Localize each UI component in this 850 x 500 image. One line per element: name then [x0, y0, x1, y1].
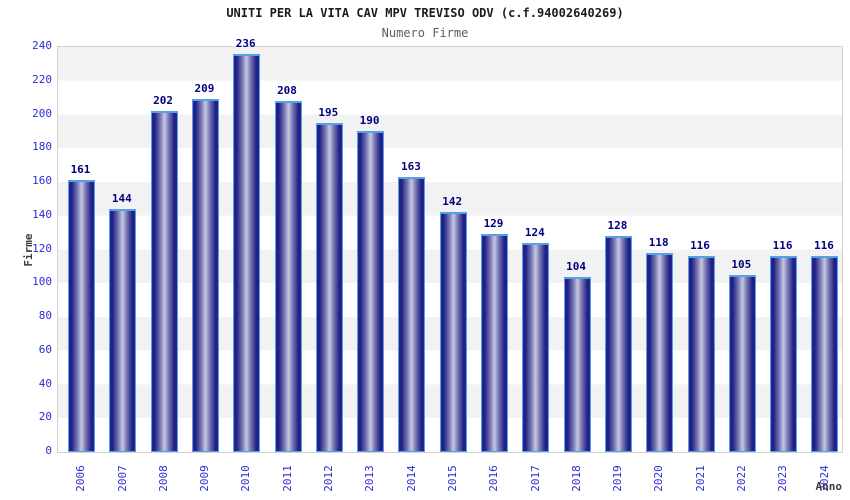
bar-2008 [150, 111, 178, 452]
bar-2006 [68, 180, 95, 452]
x-tick-label-text: 2017 [528, 464, 542, 492]
bar-2023 [770, 256, 798, 452]
bar-2015 [439, 212, 467, 452]
y-axis-title: Firme [22, 233, 35, 267]
x-tick-label-text: 2022 [734, 464, 748, 492]
x-tick-label-text: 2010 [239, 464, 253, 492]
x-tick-label-text: 2012 [321, 464, 335, 492]
x-tick-label-text: 2007 [115, 464, 129, 492]
x-tick-label-text: 2023 [776, 464, 790, 492]
x-tick-label: 2019 [597, 457, 637, 499]
bar-value-label: 116 [813, 239, 834, 253]
x-tick-label: 2007 [102, 457, 142, 499]
x-tick-label-text: 2013 [363, 464, 377, 492]
x-tick-label-text: 2018 [569, 464, 583, 492]
x-tick-label-text: 2006 [74, 464, 87, 492]
x-axis-title: Anno [815, 480, 843, 493]
x-tick-label: 2020 [639, 457, 679, 499]
x-tick-label: 2010 [226, 457, 266, 499]
y-tick-label: 200 [32, 106, 52, 120]
x-tick-label: 2018 [556, 457, 596, 499]
bar-value-label: 209 [194, 82, 215, 96]
bar-value-label: 129 [483, 217, 504, 231]
x-tick-label-text: 2009 [197, 464, 211, 492]
x-tick-label: 2013 [350, 457, 390, 499]
bar-value-label: 118 [648, 235, 669, 249]
x-tick-label-text: 2015 [445, 464, 459, 492]
bar-value-label: 208 [277, 84, 297, 97]
y-tick-label: 180 [32, 140, 52, 154]
bar-2018 [563, 276, 591, 452]
plot-area [57, 46, 843, 453]
bar-2022 [728, 274, 756, 452]
x-tick-label: 2006 [61, 457, 101, 499]
chart-subtitle: Numero Firme [381, 26, 469, 40]
bar-value-label: 190 [359, 114, 380, 128]
bar-value-label: 163 [400, 159, 421, 173]
bar-value-label: 236 [235, 36, 256, 50]
y-tick-label: 100 [32, 275, 52, 289]
bar-2013 [357, 131, 385, 452]
x-tick-label: 2022 [721, 457, 761, 499]
bar-value-label: 104 [566, 259, 587, 273]
y-tick-label: 240 [32, 39, 52, 52]
x-tick-label: 2011 [267, 457, 307, 499]
x-tick-label: 2008 [143, 457, 183, 499]
x-tick-label-text: 2021 [693, 464, 707, 492]
bar-2010 [233, 53, 261, 452]
bar-2019 [604, 236, 632, 452]
y-tick-label: 60 [38, 342, 52, 356]
bar-2020 [646, 252, 674, 452]
bar-2009 [191, 99, 219, 452]
x-tick-label-text: 2014 [404, 464, 418, 492]
bar-value-label: 202 [153, 94, 174, 108]
bar-2011 [274, 101, 302, 452]
x-tick-label: 2021 [680, 457, 720, 499]
y-tick-label: 120 [32, 241, 52, 255]
bar-2017 [522, 242, 550, 452]
bar-2012 [315, 122, 343, 452]
x-tick-label: 2015 [432, 457, 472, 499]
x-tick-label-text: 2019 [610, 464, 624, 492]
y-tick-label: 160 [32, 174, 52, 187]
y-tick-label: 40 [38, 376, 52, 390]
bar-value-label: 128 [607, 219, 628, 232]
chart-title: UNITI PER LA VITA CAV MPV TREVISO ODV (c… [226, 6, 624, 20]
x-tick-label-text: 2011 [280, 464, 294, 492]
bar-value-label: 105 [731, 257, 752, 271]
x-tick-label: 2016 [474, 457, 514, 499]
bar-value-label: 144 [111, 192, 132, 205]
x-tick-label: 2009 [184, 457, 224, 499]
y-tick-label: 20 [38, 410, 52, 424]
bar-value-label: 195 [318, 105, 339, 119]
x-tick-label: 2012 [308, 457, 348, 499]
x-tick-label: 2014 [391, 457, 431, 499]
bar-2021 [687, 256, 715, 452]
bar-value-label: 142 [442, 195, 463, 209]
x-tick-label: 2017 [515, 457, 555, 499]
y-tick-label: 0 [45, 444, 52, 457]
bar-2024 [811, 256, 839, 452]
bar-value-label: 124 [524, 225, 545, 239]
bar-2016 [481, 234, 508, 452]
bar-value-label: 161 [70, 163, 91, 177]
y-tick-label: 80 [38, 309, 52, 322]
bar-2014 [398, 176, 426, 452]
bar-value-label: 116 [690, 239, 710, 253]
bar-2007 [109, 209, 137, 452]
x-tick-label-text: 2016 [487, 464, 500, 492]
y-tick-label: 220 [32, 72, 52, 86]
x-tick-label-text: 2008 [156, 464, 170, 492]
x-tick-label-text: 2020 [652, 464, 666, 492]
bar-value-label: 116 [772, 239, 793, 253]
y-tick-label: 140 [32, 207, 52, 221]
